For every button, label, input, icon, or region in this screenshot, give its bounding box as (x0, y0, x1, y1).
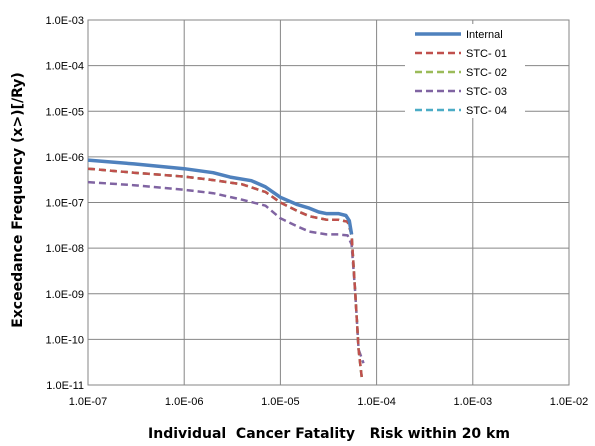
legend-label: STC- 02 (466, 67, 507, 79)
x-tick-label: 1.0E-07 (69, 396, 108, 408)
y-tick-label: 1.0E-05 (45, 106, 84, 118)
legend-label: STC- 03 (466, 86, 507, 98)
y-tick-label: 1.0E-11 (46, 380, 84, 392)
series-line-internal (87, 158, 354, 235)
legend-label: STC- 04 (466, 105, 507, 117)
y-tick-label: 1.0E-04 (45, 61, 84, 73)
legend-background (405, 24, 525, 118)
legend-label: STC- 01 (466, 48, 507, 60)
x-axis-title: Individual Cancer Fatality Risk within 2… (148, 426, 510, 442)
y-tick-label: 1.0E-07 (45, 198, 84, 210)
x-tick-label: 1.0E-02 (550, 396, 589, 408)
y-tick-label: 1.0E-03 (45, 15, 84, 27)
x-tick-label: 1.0E-03 (454, 396, 493, 408)
grid-lines (87, 19, 570, 386)
series-line-stc-01 (87, 167, 363, 378)
x-tick-label: 1.0E-06 (165, 396, 204, 408)
y-tick-label: 1.0E-08 (45, 243, 84, 255)
y-axis-title: Exceedance Frequency (x>)[/Ry) (10, 72, 26, 328)
series-layer (87, 158, 365, 378)
y-tick-label: 1.0E-09 (45, 289, 84, 301)
legend-label: Internal (466, 29, 503, 41)
x-tick-label: 1.0E-04 (357, 396, 396, 408)
x-tick-label: 1.0E-05 (261, 396, 300, 408)
y-tick-label: 1.0E-10 (45, 334, 84, 346)
y-tick-labels: 1.0E-03 1.0E-04 1.0E-05 1.0E-06 1.0E-07 1.0E-… (45, 15, 84, 392)
y-tick-label: 1.0E-06 (45, 152, 84, 164)
legend: Internal STC- 01 STC- 02 STC- 03 STC- 04 (405, 24, 525, 118)
x-tick-labels: 1.0E-07 1.0E-06 1.0E-05 1.0E-04 1.0E-03 1.0E-… (69, 396, 589, 408)
series-line-stc-03 (87, 180, 365, 364)
